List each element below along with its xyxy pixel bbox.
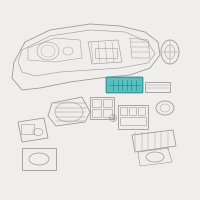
Bar xyxy=(103,109,112,117)
Bar xyxy=(118,105,148,129)
Bar xyxy=(129,107,136,115)
Bar xyxy=(120,107,127,115)
FancyBboxPatch shape xyxy=(106,77,143,93)
Bar xyxy=(22,148,56,170)
Bar xyxy=(145,82,170,92)
Bar xyxy=(95,48,117,58)
Bar xyxy=(138,107,145,115)
Bar xyxy=(120,117,146,125)
Bar xyxy=(90,97,114,119)
Bar xyxy=(103,99,112,107)
Bar xyxy=(92,99,101,107)
Bar xyxy=(92,109,101,117)
Bar xyxy=(21,124,34,134)
